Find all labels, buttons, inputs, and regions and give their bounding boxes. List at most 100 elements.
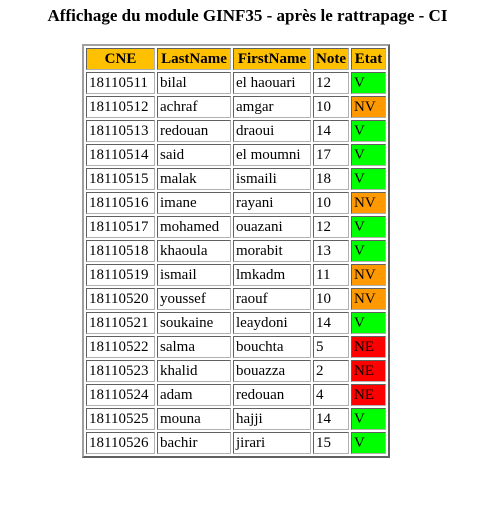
cell-lastname: imane	[157, 192, 231, 214]
cell-cne: 18110520	[86, 288, 155, 310]
cell-etat: NV	[351, 264, 386, 286]
cell-lastname: youssef	[157, 288, 231, 310]
cell-etat: NV	[351, 288, 386, 310]
cell-firstname: raouf	[233, 288, 311, 310]
cell-note: 5	[313, 336, 349, 358]
table-row: 18110526 bachir jirari 15 V	[86, 432, 386, 454]
cell-etat: V	[351, 408, 386, 430]
cell-lastname: salma	[157, 336, 231, 358]
cell-etat: NV	[351, 96, 386, 118]
cell-firstname: bouchta	[233, 336, 311, 358]
cell-firstname: el moumni	[233, 144, 311, 166]
cell-firstname: hajji	[233, 408, 311, 430]
cell-note: 10	[313, 192, 349, 214]
header-etat: Etat	[351, 48, 386, 70]
cell-cne: 18110525	[86, 408, 155, 430]
cell-cne: 18110521	[86, 312, 155, 334]
cell-lastname: bilal	[157, 72, 231, 94]
cell-note: 17	[313, 144, 349, 166]
cell-note: 12	[313, 72, 349, 94]
table-row: 18110519 ismail lmkadm 11 NV	[86, 264, 386, 286]
table-header-row: CNE LastName FirstName Note Etat	[86, 48, 386, 70]
cell-lastname: khaoula	[157, 240, 231, 262]
cell-cne: 18110526	[86, 432, 155, 454]
cell-lastname: said	[157, 144, 231, 166]
cell-cne: 18110513	[86, 120, 155, 142]
table-row: 18110513 redouan draoui 14 V	[86, 120, 386, 142]
table-row: 18110525 mouna hajji 14 V	[86, 408, 386, 430]
table-row: 18110518 khaoula morabit 13 V	[86, 240, 386, 262]
cell-note: 4	[313, 384, 349, 406]
cell-etat: V	[351, 240, 386, 262]
table-row: 18110517 mohamed ouazani 12 V	[86, 216, 386, 238]
table-row: 18110512 achraf amgar 10 NV	[86, 96, 386, 118]
table-row: 18110520 youssef raouf 10 NV	[86, 288, 386, 310]
cell-cne: 18110519	[86, 264, 155, 286]
cell-firstname: leaydoni	[233, 312, 311, 334]
cell-lastname: soukaine	[157, 312, 231, 334]
table-row: 18110514 said el moumni 17 V	[86, 144, 386, 166]
cell-firstname: bouazza	[233, 360, 311, 382]
cell-cne: 18110518	[86, 240, 155, 262]
header-note: Note	[313, 48, 349, 70]
cell-note: 13	[313, 240, 349, 262]
cell-cne: 18110523	[86, 360, 155, 382]
cell-lastname: bachir	[157, 432, 231, 454]
page-title: Affichage du module GINF35 - après le ra…	[47, 6, 448, 25]
cell-firstname: el haouari	[233, 72, 311, 94]
cell-lastname: adam	[157, 384, 231, 406]
cell-note: 14	[313, 120, 349, 142]
cell-cne: 18110524	[86, 384, 155, 406]
cell-firstname: amgar	[233, 96, 311, 118]
cell-note: 10	[313, 96, 349, 118]
header-lastname: LastName	[157, 48, 231, 70]
cell-firstname: rayani	[233, 192, 311, 214]
cell-cne: 18110514	[86, 144, 155, 166]
cell-note: 12	[313, 216, 349, 238]
cell-note: 14	[313, 312, 349, 334]
table-row: 18110521 soukaine leaydoni 14 V	[86, 312, 386, 334]
cell-note: 14	[313, 408, 349, 430]
cell-cne: 18110515	[86, 168, 155, 190]
cell-firstname: morabit	[233, 240, 311, 262]
cell-note: 10	[313, 288, 349, 310]
table-row: 18110516 imane rayani 10 NV	[86, 192, 386, 214]
cell-etat: V	[351, 168, 386, 190]
cell-lastname: mouna	[157, 408, 231, 430]
table-row: 18110511 bilal el haouari 12 V	[86, 72, 386, 94]
cell-firstname: ismaili	[233, 168, 311, 190]
cell-lastname: redouan	[157, 120, 231, 142]
cell-etat: V	[351, 216, 386, 238]
cell-cne: 18110517	[86, 216, 155, 238]
cell-firstname: redouan	[233, 384, 311, 406]
cell-etat: V	[351, 144, 386, 166]
table-row: 18110522 salma bouchta 5 NE	[86, 336, 386, 358]
cell-cne: 18110512	[86, 96, 155, 118]
cell-note: 2	[313, 360, 349, 382]
cell-firstname: ouazani	[233, 216, 311, 238]
cell-firstname: jirari	[233, 432, 311, 454]
table-row: 18110524 adam redouan 4 NE	[86, 384, 386, 406]
cell-etat: V	[351, 72, 386, 94]
cell-etat: NE	[351, 336, 386, 358]
cell-cne: 18110522	[86, 336, 155, 358]
cell-etat: NE	[351, 360, 386, 382]
table-row: 18110523 khalid bouazza 2 NE	[86, 360, 386, 382]
cell-lastname: ismail	[157, 264, 231, 286]
cell-etat: NE	[351, 384, 386, 406]
header-firstname: FirstName	[233, 48, 311, 70]
cell-cne: 18110516	[86, 192, 155, 214]
cell-etat: NV	[351, 192, 386, 214]
grades-table: CNE LastName FirstName Note Etat 1811051…	[82, 44, 390, 458]
cell-lastname: mohamed	[157, 216, 231, 238]
header-cne: CNE	[86, 48, 155, 70]
cell-etat: V	[351, 432, 386, 454]
cell-etat: V	[351, 312, 386, 334]
cell-cne: 18110511	[86, 72, 155, 94]
cell-note: 15	[313, 432, 349, 454]
cell-firstname: draoui	[233, 120, 311, 142]
table-body: 18110511 bilal el haouari 12 V 18110512 achraf…	[86, 72, 386, 454]
cell-etat: V	[351, 120, 386, 142]
cell-lastname: malak	[157, 168, 231, 190]
cell-note: 11	[313, 264, 349, 286]
